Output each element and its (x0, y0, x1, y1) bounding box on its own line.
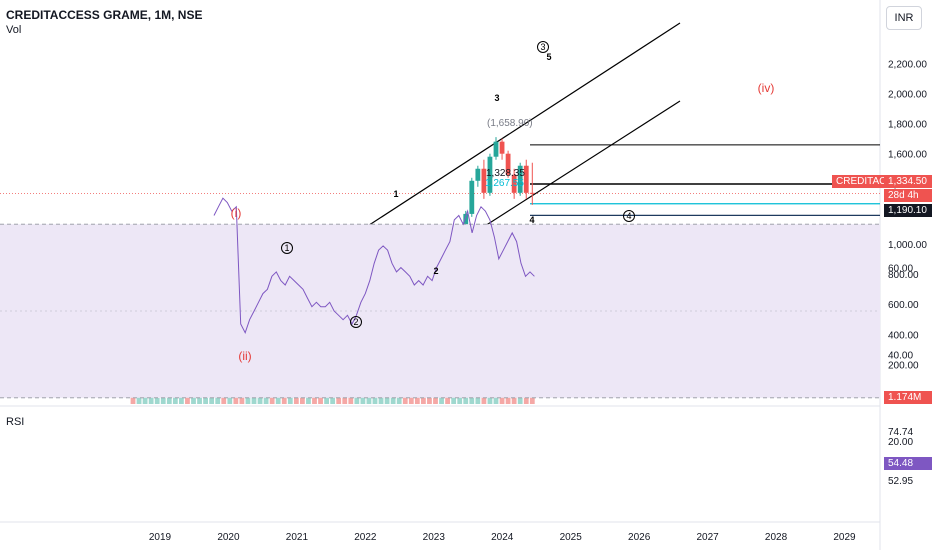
candle-body (505, 153, 511, 175)
candle-body (523, 165, 529, 193)
candle-body (493, 141, 499, 157)
wave-annotations: (i) (ii) (iv) 1 2 3 4 1 2 3 4 5 (1,658.90) 1,328.351,… (231, 41, 775, 363)
countdown-label: 28d 4h (884, 189, 932, 202)
rsi-line (213, 197, 535, 334)
volume-label[interactable]: Vol (6, 24, 22, 36)
volume-bar (414, 392, 420, 404)
wave-circle-4-ring (623, 210, 635, 222)
time-tick: 2020 (217, 532, 240, 543)
upper-channel-line (359, 22, 681, 232)
price-tick: 2,200.00 (888, 59, 927, 70)
time-tick: 2019 (149, 532, 172, 543)
drawings-layer[interactable] (0, 22, 880, 307)
rsi-upper-value: 74.74 (888, 427, 913, 438)
volume-bar (148, 397, 154, 404)
currency-button[interactable]: INR (886, 6, 922, 30)
volume-value-label: 1.174M (884, 391, 932, 404)
symbol-title[interactable]: CREDITACCESS GRAME, 1M, NSE (6, 8, 203, 22)
candle-body (469, 180, 475, 214)
volume-bar (354, 396, 360, 404)
time-tick: 2029 (833, 532, 856, 543)
wave-ii-label: (ii) (238, 349, 251, 363)
volume-bar (191, 396, 196, 404)
last-price-value: 1,334.50 (884, 175, 932, 188)
volume-bar (281, 396, 287, 404)
volume-bar (269, 392, 275, 404)
volume-bar (227, 394, 233, 404)
volume-bar (275, 394, 281, 404)
time-tick: 2021 (286, 532, 309, 543)
candle-body (517, 165, 523, 193)
high-value-label: (1,658.90) (487, 118, 533, 129)
wave-i-label: (i) (231, 206, 242, 220)
time-axis[interactable]: 2019 2020 2021 2022 2023 2024 2025 2026 2027 2028… (149, 532, 856, 543)
rsi-label[interactable]: RSI (6, 416, 25, 428)
volume-bar (154, 398, 160, 404)
rsi-value-label: 54.48 (884, 457, 932, 470)
rsi-lower-value: 52.95 (888, 476, 913, 487)
wave-sub-5: 5 (546, 52, 551, 62)
time-tick: 2024 (491, 532, 514, 543)
support-price-label: 1,190.10 (884, 204, 932, 217)
rsi-tick: 60.00 (888, 264, 913, 275)
time-tick: 2025 (560, 532, 583, 543)
volume-bar (348, 394, 354, 404)
rsi-tick: 40.00 (888, 350, 913, 361)
price-tick: 200.00 (888, 360, 919, 371)
volume-bar (287, 394, 293, 404)
candle-body (481, 168, 487, 193)
time-tick: 2023 (423, 532, 446, 543)
volume-bar (427, 396, 432, 404)
wave-circle-2-ring (350, 316, 362, 328)
level-2-label: 1,267.55 (485, 178, 524, 189)
wave-sub-3: 3 (494, 93, 499, 103)
wave-circle-2-text: 2 (353, 317, 358, 327)
price-tick: 1,600.00 (888, 150, 927, 161)
time-tick: 2026 (628, 532, 651, 543)
price-tick: 600.00 (888, 300, 919, 311)
volume-bar (408, 394, 414, 404)
rsi-pane (0, 197, 880, 399)
volume-bar (451, 392, 457, 404)
volume-bar (142, 396, 148, 404)
volume-bar (136, 392, 142, 404)
candle-body (511, 174, 517, 193)
wave-circle-4-text: 4 (626, 211, 631, 221)
price-tick: 2,000.00 (888, 90, 927, 101)
candle-body (475, 168, 481, 181)
candle-body (499, 141, 505, 154)
price-tick: 400.00 (888, 330, 919, 341)
wave-sub-4: 4 (529, 215, 534, 225)
level-1-label: 1,328.35 (486, 168, 525, 179)
rsi-tick: 20.00 (888, 437, 913, 448)
price-tick: 1,000.00 (888, 240, 927, 251)
time-tick: 2022 (354, 532, 377, 543)
volume-bar (160, 394, 166, 404)
volume-bar (529, 396, 535, 404)
volume-bar (185, 394, 190, 404)
price-tick: 1,800.00 (888, 120, 927, 131)
candle-body (529, 192, 535, 194)
wave-sub-1: 1 (393, 189, 398, 199)
time-tick: 2027 (696, 532, 719, 543)
wave-circle-1-text: 1 (284, 243, 289, 253)
wave-iv-label: (iv) (758, 81, 775, 95)
last-price-symbol: CREDITACC (836, 176, 894, 187)
price-tick: 800.00 (888, 270, 919, 281)
last-price-label: CREDITACC (832, 175, 898, 188)
wave-sub-2: 2 (433, 266, 438, 276)
wave-circle-1-ring (281, 242, 293, 254)
wave-circle-3-ring (537, 41, 549, 53)
time-tick: 2028 (765, 532, 788, 543)
candle-body (487, 156, 493, 193)
wave-circle-3-text: 3 (540, 42, 545, 52)
